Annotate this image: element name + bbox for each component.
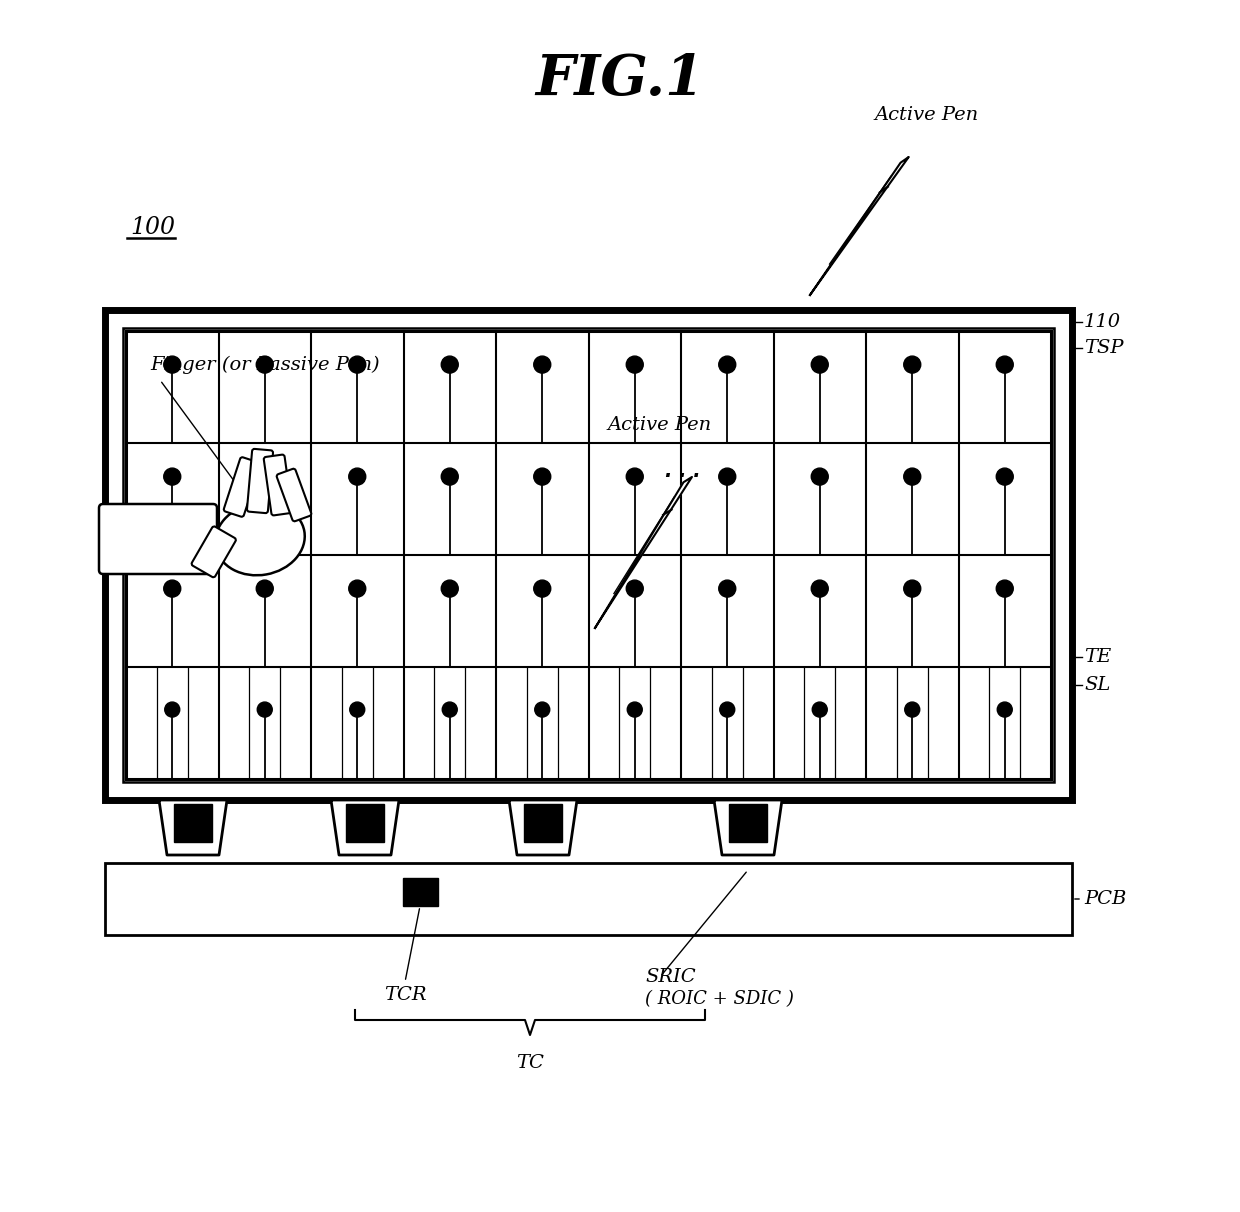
Circle shape	[533, 468, 551, 485]
Circle shape	[719, 468, 735, 485]
Circle shape	[905, 702, 920, 718]
Circle shape	[441, 468, 459, 485]
Bar	[729, 804, 768, 842]
Polygon shape	[595, 478, 692, 628]
Circle shape	[164, 356, 181, 373]
FancyBboxPatch shape	[192, 526, 236, 577]
Circle shape	[441, 356, 459, 373]
Circle shape	[904, 356, 921, 373]
Circle shape	[811, 468, 828, 485]
Polygon shape	[810, 158, 909, 295]
Circle shape	[627, 702, 642, 718]
Circle shape	[348, 581, 366, 598]
Circle shape	[996, 581, 1013, 598]
Text: 110: 110	[1084, 313, 1121, 331]
Circle shape	[811, 581, 828, 598]
Text: Active Pen: Active Pen	[608, 416, 712, 434]
Circle shape	[164, 468, 181, 485]
FancyBboxPatch shape	[277, 469, 311, 521]
FancyBboxPatch shape	[264, 454, 293, 515]
Bar	[123, 328, 1054, 782]
Text: TE: TE	[1084, 648, 1111, 667]
Circle shape	[257, 581, 273, 598]
Text: . . .: . . .	[665, 462, 701, 481]
Circle shape	[626, 468, 644, 485]
Text: TSP: TSP	[1084, 339, 1123, 358]
Text: SL: SL	[1084, 676, 1110, 694]
Circle shape	[443, 702, 458, 718]
Circle shape	[626, 356, 644, 373]
Circle shape	[811, 356, 828, 373]
Text: TC: TC	[516, 1054, 544, 1071]
Text: Finger (or Passive Pen): Finger (or Passive Pen)	[150, 356, 379, 375]
Circle shape	[996, 468, 1013, 485]
Circle shape	[534, 702, 549, 718]
Circle shape	[719, 702, 735, 718]
Bar	[105, 863, 1073, 934]
Circle shape	[257, 356, 273, 373]
Circle shape	[533, 356, 551, 373]
Text: TCR: TCR	[383, 987, 427, 1004]
Bar	[105, 310, 1073, 800]
Circle shape	[904, 581, 921, 598]
Text: Active Pen: Active Pen	[874, 105, 978, 124]
Circle shape	[812, 702, 827, 718]
Polygon shape	[714, 800, 782, 854]
FancyBboxPatch shape	[99, 504, 217, 574]
Circle shape	[350, 702, 365, 718]
Bar	[403, 877, 438, 907]
Circle shape	[904, 468, 921, 485]
Bar	[525, 804, 562, 842]
Polygon shape	[331, 800, 399, 854]
Text: SRIC: SRIC	[645, 968, 696, 987]
Circle shape	[165, 702, 180, 718]
Circle shape	[719, 581, 735, 598]
Circle shape	[164, 581, 181, 598]
Text: FIG.1: FIG.1	[536, 52, 704, 108]
Text: ( ROIC + SDIC ): ( ROIC + SDIC )	[645, 990, 794, 1008]
Text: 100: 100	[130, 217, 175, 240]
Polygon shape	[508, 800, 577, 854]
Circle shape	[997, 702, 1012, 718]
Circle shape	[348, 468, 366, 485]
Polygon shape	[159, 800, 227, 854]
Circle shape	[719, 356, 735, 373]
Bar	[346, 804, 384, 842]
Circle shape	[257, 468, 273, 485]
Circle shape	[348, 356, 366, 373]
Circle shape	[533, 581, 551, 598]
FancyBboxPatch shape	[223, 457, 260, 516]
Circle shape	[257, 702, 273, 718]
Text: PCB: PCB	[1084, 890, 1126, 908]
Circle shape	[626, 581, 644, 598]
Ellipse shape	[216, 503, 305, 576]
Circle shape	[996, 356, 1013, 373]
FancyBboxPatch shape	[247, 448, 273, 513]
Bar	[174, 804, 212, 842]
Circle shape	[441, 581, 459, 598]
